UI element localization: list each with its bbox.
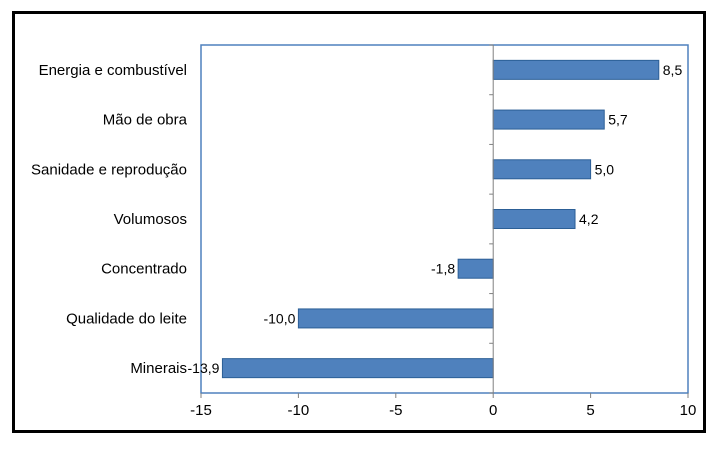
x-tick-label: -10	[288, 402, 310, 419]
bar	[492, 109, 605, 130]
bars-layer	[221, 59, 660, 379]
category-label: Minerais	[130, 360, 187, 377]
data-label: 8,5	[663, 62, 683, 78]
bar	[492, 159, 592, 180]
category-label: Qualidade do leite	[66, 310, 187, 327]
bar	[457, 258, 494, 279]
bar	[297, 308, 494, 329]
x-tick-label: 0	[489, 402, 497, 419]
data-label: 4,2	[579, 211, 599, 227]
axis-layer	[200, 44, 689, 398]
labels-layer: Energia e combustível 8,5 Mão de obra 5,7 Sa…	[31, 62, 696, 419]
x-tick-label: -15	[190, 402, 212, 419]
data-label: -1,8	[431, 261, 455, 277]
category-label: Sanidade e reprodução	[31, 161, 187, 178]
bar	[492, 209, 576, 229]
bar	[492, 59, 660, 80]
x-tick-label: 10	[680, 402, 697, 419]
bar	[221, 358, 494, 379]
category-label: Mão de obra	[103, 112, 188, 129]
x-tick-label: 5	[586, 402, 594, 419]
x-tick-label: -5	[389, 402, 402, 419]
data-label: 5,7	[608, 112, 628, 128]
data-label: 5,0	[595, 161, 615, 177]
data-label: -10,0	[263, 310, 295, 326]
category-label: Energia e combustível	[39, 62, 187, 79]
data-label: -13,9	[188, 360, 220, 376]
category-label: Volumosos	[114, 211, 187, 228]
plot-area	[200, 44, 689, 394]
category-label: Concentrado	[101, 261, 187, 278]
